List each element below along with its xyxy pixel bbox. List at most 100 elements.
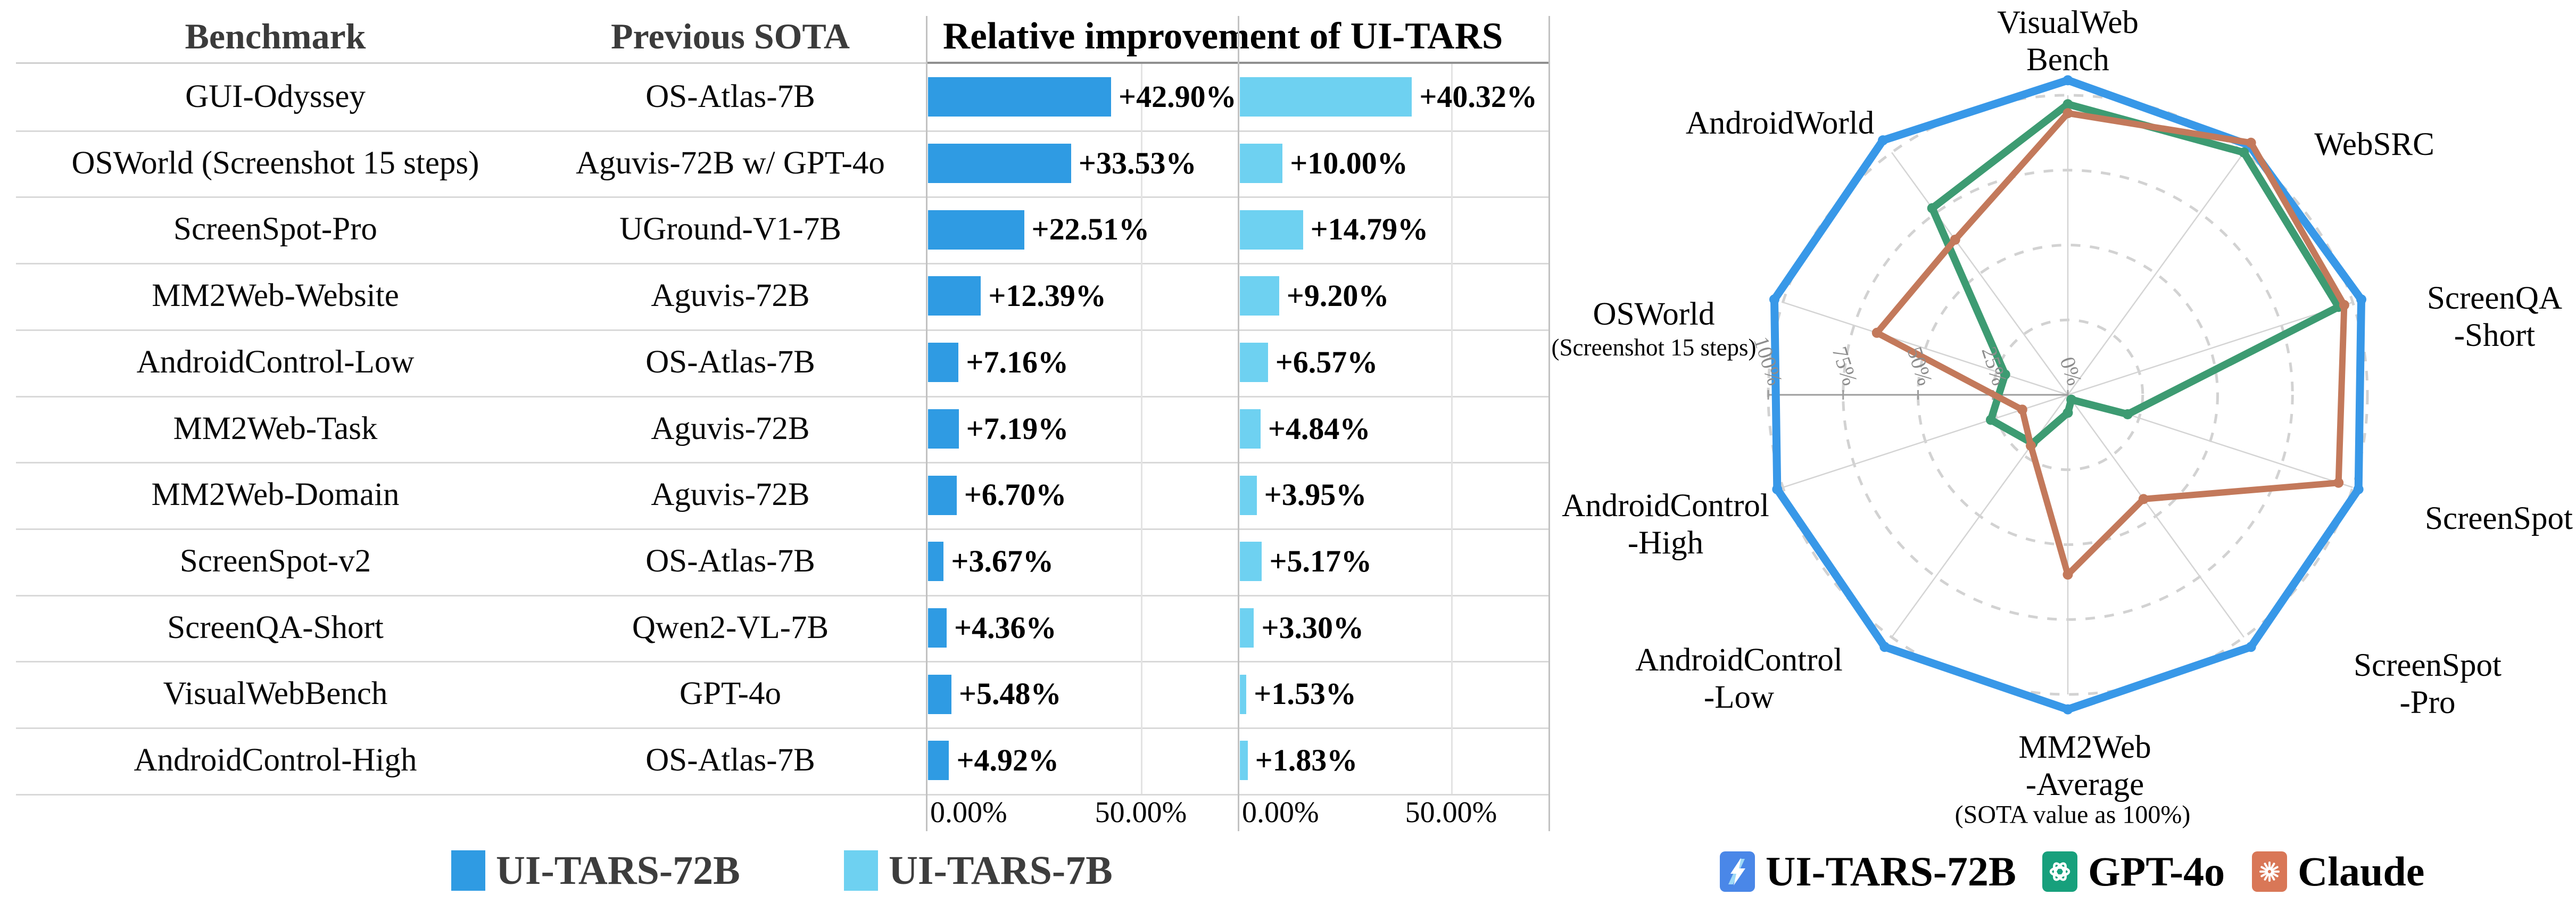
radar-axis-label-line: ScreenSpot	[2354, 648, 2502, 683]
column-divider	[926, 16, 927, 831]
table-row: GUI-Odyssey OS-Atlas-7B +42.90% +40.32%	[0, 64, 2576, 130]
bar-value-label-uitars-7b: +4.84%	[1268, 411, 1371, 446]
bar-uitars-7b	[1240, 144, 1283, 184]
radar-axis-label-line: AndroidControl	[1562, 488, 1769, 524]
radar-legend-label: Claude	[2298, 848, 2425, 894]
radar-axis-label: AndroidWorld	[1686, 105, 1874, 142]
row-separator	[16, 329, 1548, 331]
table-row: ScreenSpot-Pro UGround-V1-7B +22.51% +14.79…	[0, 196, 2576, 263]
benchmark-cell: ScreenSpot-Pro	[173, 211, 377, 247]
benchmark-cell: AndroidControl-High	[134, 742, 417, 778]
previous-sota-cell: Aguvis-72B	[651, 410, 810, 446]
bar-axis-tick-zero-7b: 0.00%	[1242, 796, 1319, 829]
claude-logo-ray	[2264, 863, 2269, 871]
bar-value-label-uitars-72b: +12.39%	[988, 278, 1106, 313]
fifty-percent-gridline	[1451, 64, 1453, 794]
radar-vertex-dot	[2063, 408, 2073, 418]
previous-sota-cell: OS-Atlas-7B	[645, 543, 815, 579]
column-divider	[1238, 16, 1239, 831]
radar-vertex-dot	[2000, 369, 2010, 380]
radar-axis-label-line: -High	[1627, 525, 1704, 561]
bar-uitars-72b	[928, 343, 959, 383]
bar-axis-tick-zero-72b: 0.00%	[930, 796, 1007, 829]
claude-logo-ray	[2260, 866, 2268, 872]
radar-axis-label: AndroidControl -High	[1562, 487, 1769, 562]
row-separator	[16, 594, 1548, 597]
radar-vertex-dot	[2246, 137, 2256, 148]
bar-value-label-uitars-72b: +33.53%	[1078, 145, 1197, 180]
radar-vertex-dot	[1772, 484, 1783, 494]
radar-axis-label: AndroidControl -Low	[1635, 642, 1843, 716]
table-row: ScreenSpot-v2 OS-Atlas-7B +3.67% +5.17%	[0, 528, 2576, 595]
radar-legend-label: UI-TARS-72B	[1766, 848, 2016, 894]
bar-uitars-72b	[928, 674, 951, 714]
benchmark-cell: MM2Web-Website	[152, 278, 399, 314]
radar-axis-label-line: AndroidControl	[1635, 642, 1843, 678]
bar-uitars-72b	[928, 741, 949, 781]
radar-vertex-dot	[2066, 394, 2077, 405]
radar-vertex-dot	[1950, 234, 1960, 245]
radar-axis-label-line: -Low	[1703, 680, 1775, 715]
row-separator	[16, 727, 1548, 729]
radar-spoke	[1783, 301, 2068, 396]
bar-value-label-uitars-72b: +42.90%	[1119, 79, 1237, 114]
uitars-logo	[1720, 851, 1755, 892]
claude-logo-ray	[2271, 872, 2279, 877]
previous-sota-cell: Aguvis-72B	[651, 278, 810, 314]
bar-axis-tick-fifty-72b: 50.00%	[1095, 796, 1187, 829]
bar-uitars-72b	[928, 542, 944, 582]
radar-vertex-dot	[1871, 327, 1882, 338]
column-divider	[1548, 16, 1550, 831]
bar-uitars-72b	[928, 608, 947, 648]
radar-vertex-dot	[2246, 642, 2256, 652]
bar-uitars-7b	[1240, 276, 1279, 316]
radar-vertex-dot	[2356, 294, 2367, 305]
bar-uitars-72b	[928, 210, 1024, 250]
openai-logo-petal	[2053, 862, 2067, 881]
claude-logo-ray	[2271, 866, 2279, 872]
table-row: VisualWebBench GPT-4o +5.48% +1.53%	[0, 661, 2576, 727]
bar-uitars-72b	[928, 77, 1112, 117]
previous-sota-cell: UGround-V1-7B	[619, 211, 841, 247]
improvement-header: Relative improvement of UI-TARS	[943, 15, 1503, 57]
previous-sota-cell: OS-Atlas-7B	[645, 79, 815, 114]
bar-uitars-72b	[928, 276, 981, 316]
radar-axis-label-line: OSWorld	[1593, 296, 1715, 332]
bar-value-label-uitars-7b: +3.95%	[1264, 477, 1367, 512]
row-separator	[16, 793, 1548, 796]
bar-value-label-uitars-72b: +5.48%	[958, 676, 1062, 711]
bar-value-label-uitars-7b: +1.53%	[1254, 676, 1356, 711]
radar-axis-label-line: AndroidWorld	[1685, 105, 1875, 141]
bar-uitars-72b	[928, 475, 957, 515]
radar-vertex-dot	[2017, 404, 2027, 415]
radar-vertex-dot	[2063, 108, 2073, 119]
header-underline-left	[16, 62, 926, 64]
row-separator	[16, 661, 1548, 663]
bar-uitars-7b	[1240, 674, 1247, 714]
radar-axis-label: ScreenSpot	[2425, 500, 2573, 537]
table-row: ScreenQA-Short Qwen2-VL-7B +4.36% +3.30%	[0, 595, 2576, 661]
radar-caption: (SOTA value as 100%)	[1954, 800, 2191, 829]
radar-axis-label: OSWorld (Screenshot 15 steps)	[1552, 296, 1757, 362]
bar-uitars-72b	[928, 144, 1071, 184]
bar-value-label-uitars-7b: +5.17%	[1269, 543, 1372, 578]
bar-value-label-uitars-72b: +4.92%	[956, 743, 1059, 777]
radar-axis-label-line: ScreenSpot	[2425, 501, 2573, 536]
fifty-percent-gridline	[1141, 64, 1142, 794]
radar-axis-label: VisualWeb Bench	[1997, 4, 2139, 79]
table-row: MM2Web-Task Aguvis-72B +7.19% +4.84%	[0, 396, 2576, 462]
previous-sota-cell: OS-Atlas-7B	[645, 742, 815, 778]
table-row: OSWorld (Screenshot 15 steps) Aguvis-72B …	[0, 130, 2576, 197]
radar-axis-label-line: (Screenshot 15 steps)	[1551, 334, 1757, 361]
radar-spoke	[2067, 301, 2353, 396]
radar-vertex-dot	[1985, 415, 1996, 425]
bar-uitars-7b	[1240, 741, 1248, 781]
radar-spoke	[2067, 394, 2244, 638]
row-separator	[16, 462, 1548, 464]
previous-sota-column-header: Previous SOTA	[611, 16, 850, 56]
bar-value-label-uitars-72b: +6.70%	[964, 477, 1067, 512]
claude-logo-ray	[2264, 873, 2269, 881]
benchmark-cell: VisualWebBench	[163, 676, 388, 712]
radar-vertex-dot	[2353, 484, 2364, 494]
radar-axis-label: ScreenSpot -Pro	[2354, 647, 2502, 722]
